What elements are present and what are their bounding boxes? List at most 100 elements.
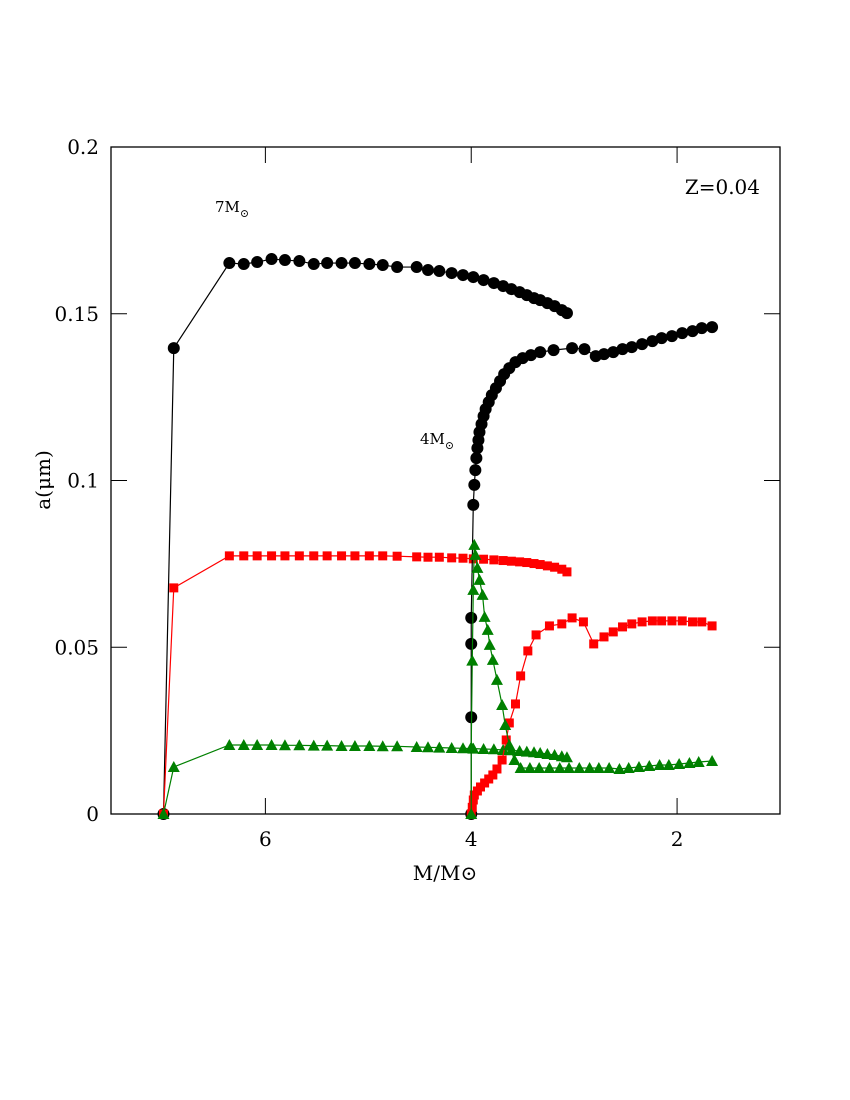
data-point bbox=[520, 745, 533, 757]
data-point bbox=[637, 617, 647, 627]
data-point bbox=[265, 738, 278, 750]
data-point bbox=[469, 464, 482, 477]
data-point bbox=[496, 698, 509, 710]
data-point bbox=[706, 321, 719, 334]
data-point bbox=[294, 551, 304, 561]
data-point bbox=[465, 741, 478, 753]
data-point bbox=[548, 748, 561, 760]
data-point bbox=[608, 627, 618, 637]
data-point bbox=[632, 760, 645, 772]
data-point bbox=[562, 567, 572, 577]
y-tick-label: 0.15 bbox=[54, 302, 99, 326]
annotation: Z=0.04 bbox=[685, 175, 760, 199]
data-point bbox=[503, 738, 516, 750]
data-point bbox=[169, 583, 179, 593]
data-point bbox=[504, 718, 514, 728]
data-point bbox=[337, 551, 347, 561]
data-point bbox=[456, 742, 469, 754]
data-point bbox=[391, 740, 404, 752]
data-point bbox=[657, 616, 667, 626]
data-point bbox=[533, 761, 546, 773]
data-point bbox=[476, 588, 489, 600]
annotation-text: 4M bbox=[420, 430, 445, 448]
data-point bbox=[479, 554, 489, 564]
data-point bbox=[522, 558, 532, 568]
data-point bbox=[278, 254, 291, 267]
data-point bbox=[542, 561, 552, 571]
x-tick-label: 6 bbox=[259, 827, 272, 851]
data-point bbox=[535, 560, 545, 570]
data-point bbox=[465, 808, 478, 819]
data-point bbox=[676, 327, 689, 340]
data-point bbox=[589, 639, 599, 649]
data-point bbox=[412, 552, 422, 562]
data-point bbox=[622, 761, 635, 773]
data-point bbox=[364, 551, 374, 561]
data-point bbox=[488, 770, 498, 780]
data-point bbox=[592, 761, 605, 773]
data-point bbox=[167, 760, 180, 772]
data-point bbox=[481, 623, 494, 635]
data-point bbox=[514, 761, 527, 773]
annotation: 4M⊙ bbox=[420, 430, 454, 452]
data-point bbox=[423, 552, 433, 562]
data-point bbox=[376, 259, 389, 272]
data-point bbox=[410, 261, 423, 274]
data-point bbox=[392, 551, 402, 561]
data-point bbox=[578, 617, 588, 627]
data-point bbox=[625, 341, 638, 354]
data-point bbox=[563, 761, 576, 773]
data-point bbox=[335, 739, 348, 751]
data-point bbox=[541, 747, 554, 759]
x-tick-label: 2 bbox=[671, 827, 684, 851]
data-point bbox=[378, 551, 388, 561]
data-point bbox=[598, 348, 611, 361]
data-point bbox=[307, 258, 320, 271]
data-point bbox=[692, 755, 705, 767]
data-point bbox=[653, 758, 666, 770]
data-point bbox=[560, 751, 573, 763]
data-point bbox=[466, 654, 479, 666]
data-point bbox=[483, 638, 496, 650]
data-point bbox=[607, 346, 620, 359]
data-point bbox=[516, 671, 526, 681]
data-point bbox=[534, 746, 547, 758]
data-point bbox=[573, 761, 586, 773]
data-point bbox=[465, 637, 478, 650]
data-point bbox=[321, 739, 334, 751]
data-point bbox=[422, 264, 435, 277]
data-point bbox=[673, 757, 686, 769]
data-point bbox=[237, 258, 250, 271]
data-point bbox=[531, 630, 541, 640]
data-point bbox=[239, 551, 249, 561]
data-point bbox=[376, 740, 389, 752]
series-line bbox=[470, 544, 713, 814]
data-point bbox=[513, 744, 526, 756]
annotation-subscript: ⊙ bbox=[445, 439, 454, 452]
series-line bbox=[162, 744, 568, 815]
data-point bbox=[307, 739, 320, 751]
data-point bbox=[167, 342, 180, 355]
data-point bbox=[309, 551, 319, 561]
y-axis-label: a(μm) bbox=[31, 450, 55, 510]
data-point bbox=[583, 761, 596, 773]
data-point bbox=[686, 325, 699, 338]
y-tick-label: 0 bbox=[86, 802, 99, 826]
data-point bbox=[490, 673, 503, 685]
data-point bbox=[492, 764, 502, 774]
data-point bbox=[322, 551, 332, 561]
data-point bbox=[445, 267, 458, 280]
data-point bbox=[655, 332, 668, 345]
data-point bbox=[487, 743, 500, 755]
data-point bbox=[647, 616, 657, 626]
data-point bbox=[506, 556, 516, 566]
data-point bbox=[434, 552, 444, 562]
data-point bbox=[665, 330, 678, 343]
data-point bbox=[278, 739, 291, 751]
data-point bbox=[469, 548, 482, 560]
data-point bbox=[667, 616, 677, 626]
data-point bbox=[489, 555, 499, 565]
data-point bbox=[237, 738, 250, 750]
data-point bbox=[510, 699, 520, 709]
data-point bbox=[567, 613, 577, 623]
